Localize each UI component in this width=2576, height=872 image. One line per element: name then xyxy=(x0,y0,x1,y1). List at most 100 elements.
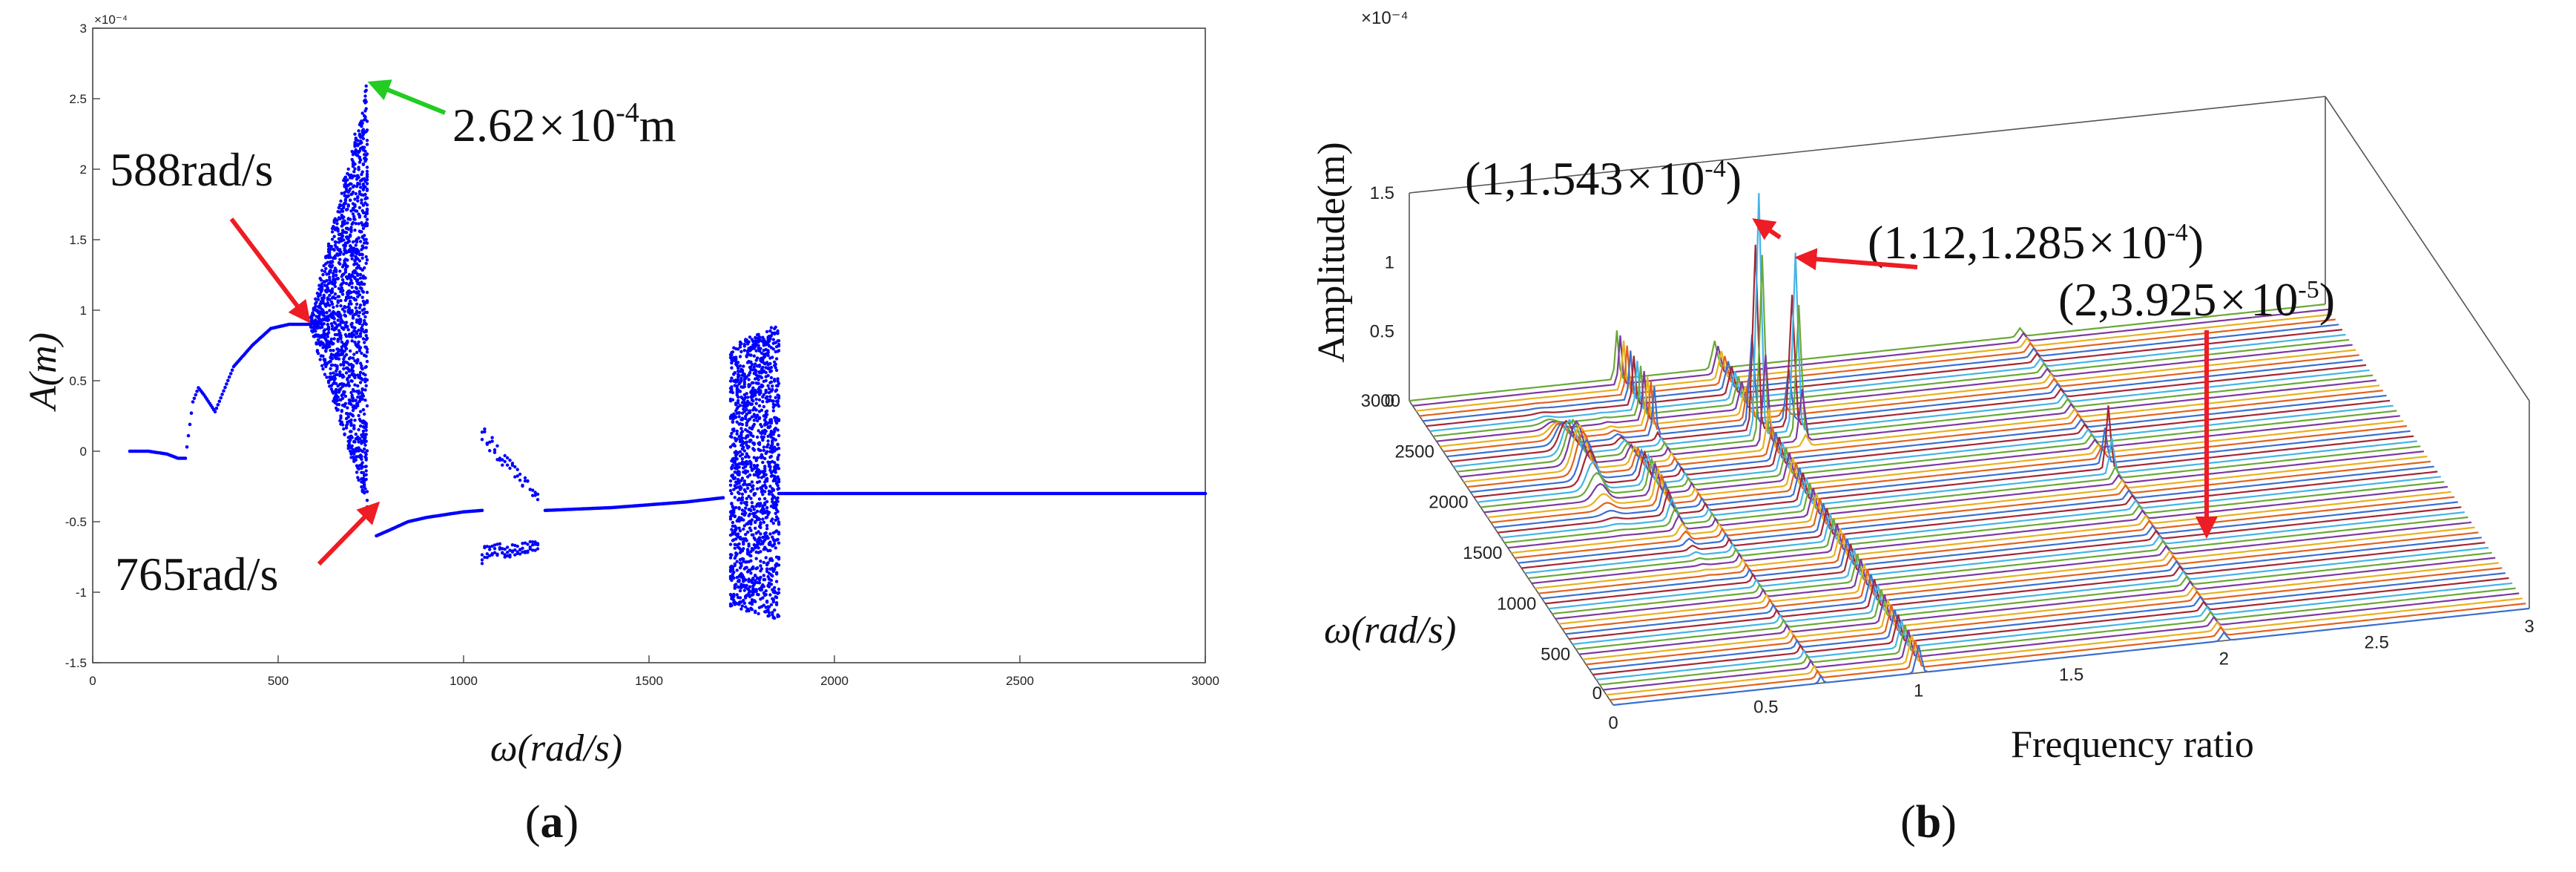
panel-a-y-tick-label: 1.5 xyxy=(69,233,87,247)
panel-b-waterfall-slice xyxy=(1589,572,2506,671)
panel-b-waterfall-slice xyxy=(1490,424,2408,524)
panel-b-waterfall-slice xyxy=(1416,313,2333,412)
panel-b-box-edge xyxy=(2325,96,2530,401)
panel-b-waterfall-slice xyxy=(1524,476,2441,574)
panel-a-response-branch xyxy=(543,496,725,513)
panel-b-waterfall-slice xyxy=(1426,329,2343,427)
panel-b-waterfall-slice xyxy=(1446,334,2363,458)
panel-a-x-tick-label: 2500 xyxy=(1006,674,1034,688)
panel-b-waterfall-slice xyxy=(1423,324,2339,422)
panel-b-waterfall-slice xyxy=(1409,303,2326,402)
panel-b-label: (b) xyxy=(1900,797,1957,848)
panel-b-waterfall-slice xyxy=(1610,603,2526,701)
panel-a-x-tick-label: 500 xyxy=(268,674,289,688)
panel-b-waterfall-slice xyxy=(1535,491,2451,589)
panel-b-waterfall-slice xyxy=(1483,415,2400,514)
panel-b-waterfall-slice xyxy=(1440,349,2356,448)
panel-a-bifurcation-band xyxy=(728,325,781,620)
panel-a-chart: 0 500 1000 1500 2000 2500 3000 -1.5 -1 -0.5 0 0.5 1… xyxy=(22,13,1219,848)
panel-b-waterfall-slice xyxy=(1541,501,2458,600)
panel-a-y-tick-label: 0 xyxy=(80,445,87,459)
panel-b-waterfall-slice xyxy=(1498,405,2414,534)
panel-b-waterfall-slice xyxy=(1562,531,2479,630)
panel-a-bifurcation-band xyxy=(309,84,369,509)
panel-b-waterfall-slice xyxy=(1548,511,2465,610)
annotation-peak-arrow xyxy=(367,79,447,115)
panel-a-x-tick-label: 2000 xyxy=(820,674,849,688)
panel-a-y-tick-label: -0.5 xyxy=(65,515,87,529)
panel-b-waterfall-slice xyxy=(1449,244,2367,463)
panel-b-waterfall-slice xyxy=(1569,542,2486,640)
panel-b-waterfall-slice xyxy=(1528,481,2445,580)
panel-b-waterfall-slice xyxy=(1572,546,2489,646)
panel-b-y-tick-label: 2000 xyxy=(1429,493,1468,513)
panel-b-waterfall-slice xyxy=(1521,471,2438,569)
panel-b-waterfall-slice xyxy=(1555,521,2472,620)
panel-b-waterfall-slice xyxy=(1511,455,2428,554)
panel-b-waterfall-slice xyxy=(1514,460,2431,559)
panel-b-waterfall-slice xyxy=(1558,526,2475,625)
panel-b-x-tick-label: 0 xyxy=(1608,713,1618,733)
panel-b-waterfall-slice xyxy=(1470,394,2387,494)
panel-a-response-branch xyxy=(777,491,1208,496)
panel-b-waterfall-slice xyxy=(1432,338,2350,437)
panel-b-waterfall-slice xyxy=(1466,390,2384,488)
panel-a-y-tick-label: 2.5 xyxy=(69,92,87,106)
panel-b-x-tick-label: 0.5 xyxy=(1753,697,1778,717)
annotation-765-arrow xyxy=(317,501,381,566)
panel-b-y-tick-label: 2500 xyxy=(1394,442,1434,462)
panel-b-waterfall-slice xyxy=(1531,485,2448,585)
panel-b-waterfall-slice xyxy=(1545,506,2462,605)
panel-b-z-multiplier: ×10⁻⁴ xyxy=(1361,8,1409,28)
panel-b-waterfall-slice xyxy=(1586,567,2503,666)
panel-b-waterfall-slice xyxy=(1582,562,2499,660)
panel-b-annotation-arrow xyxy=(1752,218,1782,240)
panel-b-x-tick-label: 2 xyxy=(2219,649,2229,669)
annotation-588-arrow xyxy=(229,217,311,324)
panel-b-annotation-arrow xyxy=(1794,248,1918,271)
panel-a-y-tick-label: 2 xyxy=(80,163,87,177)
panel-b-waterfall-slice xyxy=(1487,420,2404,519)
panel-b-waterfall-slice xyxy=(1599,587,2516,686)
panel-b-z-label: Amplitude(m) xyxy=(1311,142,1353,363)
panel-b-z-tick-label: 0 xyxy=(1385,391,1394,411)
panel-b-y-tick-label: 0 xyxy=(1592,683,1602,704)
panel-b-waterfall-slice xyxy=(1595,582,2513,681)
panel-b-waterfall-slice xyxy=(1457,255,2374,473)
panel-b-z-tick-label: 1.5 xyxy=(1370,183,1394,203)
panel-b-y-tick-label: 3000 xyxy=(1361,391,1400,411)
annotation-588-rad-s: 588rad/s xyxy=(110,143,273,196)
panel-a-y-tick-label: 0.5 xyxy=(69,374,87,388)
panel-b-peak-annotation: (2,3.925×10-5) xyxy=(2058,273,2335,326)
panel-b-box-edge xyxy=(1409,96,2326,194)
panel-a-x-tick-label: 1500 xyxy=(635,674,663,688)
panel-b-y-tick-label: 1000 xyxy=(1497,594,1536,614)
panel-a-y-tick-label: -1 xyxy=(76,586,87,600)
panel-a-y-multiplier: ×10⁻⁴ xyxy=(94,13,128,27)
panel-b-waterfall-slice xyxy=(1429,333,2346,433)
panel-a-x-tick-label: 0 xyxy=(89,674,96,688)
panel-b-waterfall-slice xyxy=(1436,344,2353,442)
panel-b-waterfall-slice xyxy=(1477,404,2394,503)
panel-b-x-label: Frequency ratio xyxy=(2011,724,2254,766)
panel-b-waterfall-slice xyxy=(1606,597,2523,696)
panel-b-waterfall-slice xyxy=(1460,354,2376,478)
panel-a-bifurcation-band xyxy=(480,427,540,566)
panel-a-x-tick-label: 3000 xyxy=(1191,674,1219,688)
panel-b-waterfall-slice xyxy=(1592,577,2509,676)
panel-b-waterfall-slice xyxy=(1463,384,2380,483)
panel-b-waterfall-slice xyxy=(1501,437,2417,539)
panel-b-waterfall-slice xyxy=(1518,465,2434,564)
panel-b-z-tick-label: 1 xyxy=(1385,252,1394,272)
panel-b-waterfall-slice xyxy=(1575,551,2492,650)
panel-b-peak-annotation: (1,1.543×10-4) xyxy=(1465,152,1742,205)
panel-b-x-tick-label: 1 xyxy=(1914,681,1923,701)
panel-b-waterfall-slice xyxy=(1552,516,2468,615)
panel-b-x-tick-label: 2.5 xyxy=(2364,633,2388,653)
panel-b-y-tick-label: 1500 xyxy=(1463,543,1502,563)
panel-b-x-tick-label: 1.5 xyxy=(2059,665,2083,685)
panel-b-chart: 00.511.522.5350010001500200025003000000.… xyxy=(1311,8,2534,848)
panel-a-response-branch xyxy=(128,311,336,460)
panel-b-waterfall-slice xyxy=(1494,427,2411,528)
